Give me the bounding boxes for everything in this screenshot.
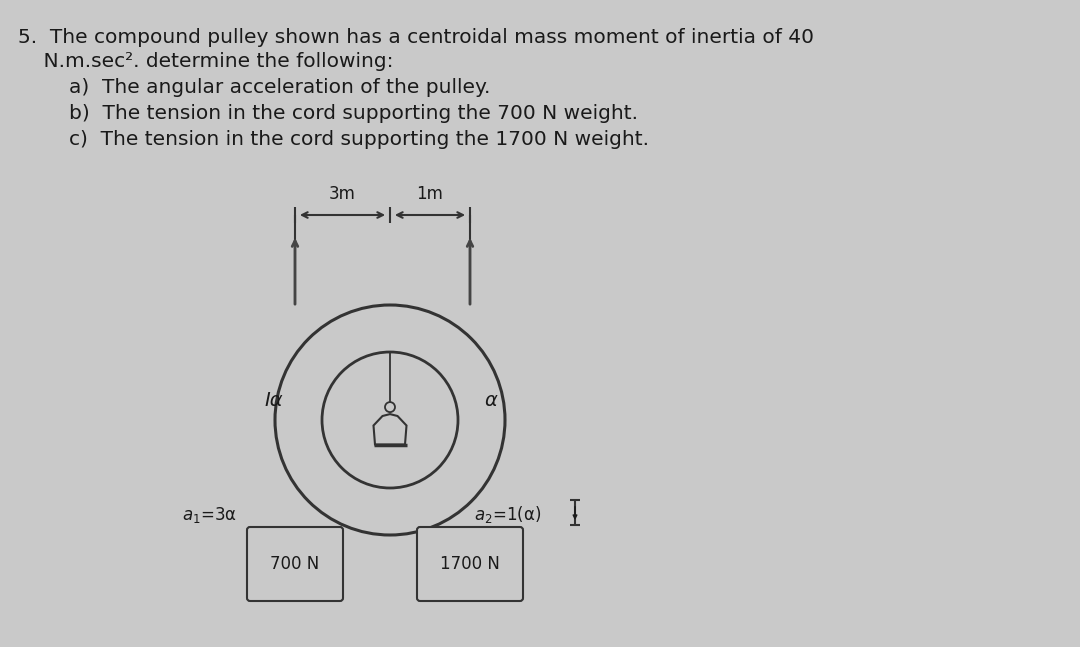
Text: 1700 N: 1700 N [440,555,500,573]
Text: b)  The tension in the cord supporting the 700 N weight.: b) The tension in the cord supporting th… [18,104,638,123]
Text: a)  The angular acceleration of the pulley.: a) The angular acceleration of the pulle… [18,78,490,97]
Text: Iα: Iα [265,391,283,410]
Text: $a_1$=3α: $a_1$=3α [183,505,237,525]
Text: 3m: 3m [329,185,356,203]
FancyBboxPatch shape [417,527,523,601]
Text: α: α [484,391,497,410]
Text: 1m: 1m [417,185,444,203]
Text: N.m.sec². determine the following:: N.m.sec². determine the following: [18,52,393,71]
Text: 5.  The compound pulley shown has a centroidal mass moment of inertia of 40: 5. The compound pulley shown has a centr… [18,28,814,47]
Text: $a_2$=1(α): $a_2$=1(α) [474,504,541,525]
Text: 700 N: 700 N [270,555,320,573]
FancyBboxPatch shape [247,527,343,601]
Text: $T_1$: $T_1$ [264,565,285,586]
Text: $T_2$: $T_2$ [478,565,499,586]
Text: c)  The tension in the cord supporting the 1700 N weight.: c) The tension in the cord supporting th… [18,130,649,149]
